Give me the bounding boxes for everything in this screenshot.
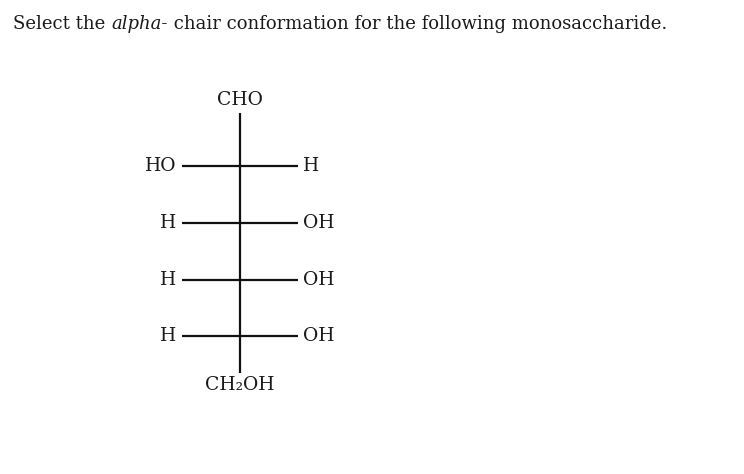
Text: HO: HO — [145, 157, 176, 175]
Text: alpha-: alpha- — [112, 15, 168, 33]
Text: CHO: CHO — [217, 91, 263, 109]
Text: H: H — [161, 327, 176, 345]
Text: chair conformation for the following monosaccharide.: chair conformation for the following mon… — [168, 15, 667, 33]
Text: OH: OH — [304, 214, 335, 232]
Text: CH₂OH: CH₂OH — [205, 375, 275, 393]
Text: H: H — [161, 214, 176, 232]
Text: H: H — [304, 157, 320, 175]
Text: OH: OH — [304, 327, 335, 345]
Text: OH: OH — [304, 271, 335, 289]
Text: Select the: Select the — [13, 15, 112, 33]
Text: H: H — [161, 271, 176, 289]
